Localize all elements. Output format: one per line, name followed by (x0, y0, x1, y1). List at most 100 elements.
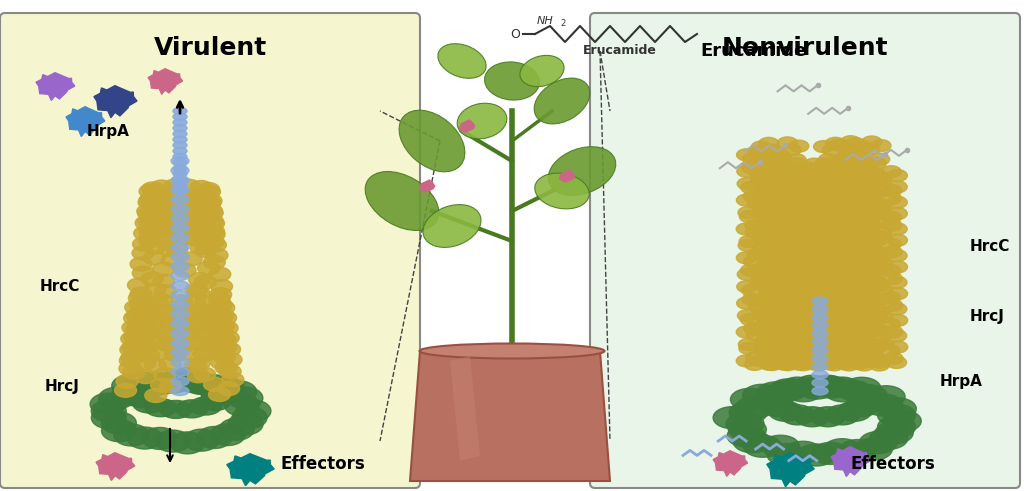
Ellipse shape (812, 362, 828, 370)
Ellipse shape (857, 182, 878, 194)
Ellipse shape (847, 245, 867, 257)
Ellipse shape (817, 204, 838, 217)
Ellipse shape (171, 223, 189, 233)
Ellipse shape (170, 315, 191, 329)
Ellipse shape (864, 167, 885, 179)
Ellipse shape (856, 259, 876, 271)
Ellipse shape (767, 176, 787, 189)
Text: HrpA: HrpA (87, 124, 130, 139)
Ellipse shape (812, 297, 828, 305)
Ellipse shape (190, 181, 212, 194)
Ellipse shape (865, 353, 886, 364)
Ellipse shape (736, 326, 757, 338)
Ellipse shape (124, 329, 145, 344)
Ellipse shape (812, 379, 828, 387)
Ellipse shape (758, 391, 792, 411)
Ellipse shape (738, 207, 758, 218)
Ellipse shape (782, 292, 803, 303)
Ellipse shape (867, 386, 905, 408)
Ellipse shape (171, 157, 189, 165)
Ellipse shape (751, 271, 771, 283)
Ellipse shape (853, 151, 873, 163)
Ellipse shape (751, 171, 771, 183)
Ellipse shape (825, 331, 846, 343)
Ellipse shape (847, 190, 867, 202)
Ellipse shape (183, 294, 206, 308)
Ellipse shape (767, 248, 787, 260)
Ellipse shape (808, 281, 828, 293)
Ellipse shape (788, 140, 809, 152)
Ellipse shape (838, 282, 857, 295)
Ellipse shape (127, 427, 163, 449)
Ellipse shape (861, 271, 882, 283)
Ellipse shape (854, 359, 874, 371)
Ellipse shape (768, 270, 787, 281)
Ellipse shape (765, 197, 784, 209)
Ellipse shape (211, 345, 232, 358)
Ellipse shape (836, 260, 855, 272)
Ellipse shape (786, 257, 807, 269)
Polygon shape (148, 69, 182, 94)
Ellipse shape (786, 338, 806, 350)
Ellipse shape (854, 262, 873, 274)
Ellipse shape (125, 300, 146, 314)
Ellipse shape (153, 262, 174, 276)
Ellipse shape (838, 340, 858, 352)
Ellipse shape (811, 407, 845, 427)
Ellipse shape (799, 288, 819, 300)
Text: Erucamide: Erucamide (583, 44, 657, 57)
Ellipse shape (884, 410, 922, 432)
Ellipse shape (836, 260, 856, 272)
Ellipse shape (756, 212, 775, 224)
Ellipse shape (845, 183, 865, 195)
Ellipse shape (821, 315, 842, 327)
Ellipse shape (135, 216, 157, 230)
Ellipse shape (753, 265, 773, 277)
Ellipse shape (800, 228, 819, 241)
Ellipse shape (196, 218, 218, 233)
Ellipse shape (752, 278, 771, 290)
Ellipse shape (836, 206, 856, 218)
Ellipse shape (776, 218, 797, 230)
Ellipse shape (184, 358, 206, 372)
Ellipse shape (797, 299, 817, 311)
Ellipse shape (181, 316, 204, 330)
Ellipse shape (845, 167, 864, 180)
Ellipse shape (812, 355, 828, 362)
Ellipse shape (762, 352, 782, 363)
Ellipse shape (134, 370, 157, 383)
Ellipse shape (752, 355, 771, 367)
Ellipse shape (788, 217, 809, 228)
Ellipse shape (770, 312, 791, 325)
Ellipse shape (727, 425, 765, 447)
Ellipse shape (838, 152, 857, 164)
Ellipse shape (769, 206, 788, 218)
Ellipse shape (822, 355, 843, 368)
Ellipse shape (101, 412, 136, 434)
Ellipse shape (882, 212, 901, 223)
Ellipse shape (753, 308, 772, 320)
Ellipse shape (846, 297, 865, 309)
Ellipse shape (815, 317, 836, 329)
Ellipse shape (782, 214, 802, 226)
Ellipse shape (830, 160, 850, 172)
Ellipse shape (882, 246, 902, 258)
Ellipse shape (142, 202, 164, 216)
Ellipse shape (871, 205, 892, 217)
Ellipse shape (740, 182, 761, 193)
Ellipse shape (781, 328, 802, 340)
Ellipse shape (205, 238, 226, 252)
Ellipse shape (181, 200, 203, 215)
Ellipse shape (887, 330, 906, 342)
Ellipse shape (869, 427, 907, 449)
Ellipse shape (183, 220, 206, 234)
Ellipse shape (788, 355, 809, 367)
Ellipse shape (770, 286, 791, 298)
Ellipse shape (767, 355, 787, 366)
Ellipse shape (780, 405, 814, 425)
Ellipse shape (811, 165, 831, 177)
Ellipse shape (797, 272, 817, 284)
Ellipse shape (203, 335, 224, 349)
Ellipse shape (882, 166, 901, 178)
Ellipse shape (833, 352, 852, 364)
